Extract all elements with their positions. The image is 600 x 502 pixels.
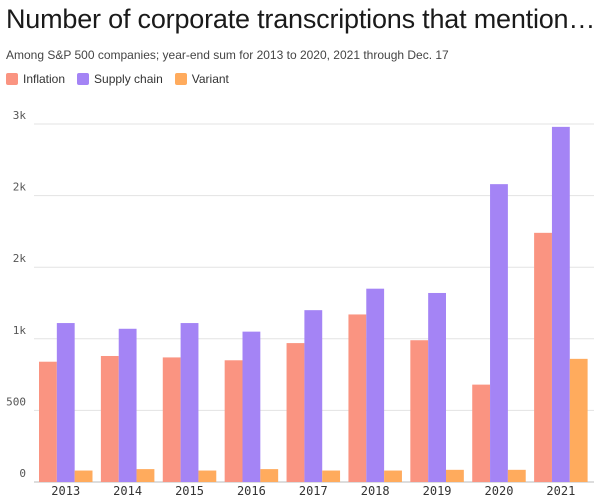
bar-supply-chain-2015 bbox=[180, 323, 199, 482]
bar-variant-2019 bbox=[446, 469, 464, 482]
bar-inflation-2018 bbox=[348, 314, 367, 482]
bar-variant-2013 bbox=[74, 470, 93, 482]
bar-inflation-2014 bbox=[100, 355, 119, 482]
bar-variant-2016 bbox=[260, 469, 279, 482]
bar-variant-2014 bbox=[136, 469, 155, 482]
legend-item-inflation: Inflation bbox=[6, 72, 65, 86]
legend-swatch-variant bbox=[174, 73, 187, 85]
bar-supply-chain-2021 bbox=[551, 126, 570, 482]
bar-supply-chain-2017 bbox=[304, 310, 323, 482]
x-tick-label-2020: 2020 bbox=[485, 484, 514, 498]
bar-inflation-2016 bbox=[224, 360, 243, 482]
bar-supply-chain-2020 bbox=[490, 184, 508, 483]
bar-supply-chain-2019 bbox=[428, 292, 446, 482]
bar-inflation-2013 bbox=[39, 361, 57, 482]
bar-inflation-2021 bbox=[534, 232, 552, 482]
legend-label-variant: Variant bbox=[191, 72, 229, 86]
y-tick-label-1000: 1k bbox=[13, 324, 27, 337]
legend-item-supply-chain: Supply chain bbox=[77, 72, 163, 86]
legend-item-variant: Variant bbox=[174, 72, 229, 86]
legend-swatch-supply-chain bbox=[77, 73, 90, 85]
bar-supply-chain-2018 bbox=[366, 288, 385, 482]
chart-title: Number of corporate transcriptions that … bbox=[6, 4, 596, 34]
bar-supply-chain-2016 bbox=[242, 331, 261, 482]
legend: Inflation Supply chain Variant bbox=[6, 72, 229, 86]
bar-inflation-2020 bbox=[472, 384, 491, 482]
x-tick-label-2014: 2014 bbox=[113, 484, 142, 498]
legend-label-supply-chain: Supply chain bbox=[94, 72, 163, 86]
legend-label-inflation: Inflation bbox=[23, 72, 66, 86]
legend-swatch-inflation bbox=[6, 73, 18, 85]
x-tick-label-2017: 2017 bbox=[299, 484, 328, 498]
y-tick-label-500: 500 bbox=[6, 395, 26, 408]
x-tick-label-2013: 2013 bbox=[51, 484, 80, 498]
y-tick-label-1500: 2k bbox=[13, 252, 27, 265]
bar-supply-chain-2014 bbox=[118, 328, 137, 482]
bar-supply-chain-2013 bbox=[56, 323, 75, 482]
y-tick-label-0: 0 bbox=[19, 467, 26, 480]
x-tick-label-2018: 2018 bbox=[361, 484, 390, 498]
bar-variant-2018 bbox=[384, 470, 402, 482]
x-tick-label-2016: 2016 bbox=[237, 484, 266, 498]
bar-variant-2015 bbox=[198, 470, 217, 482]
x-tick-label-2019: 2019 bbox=[423, 484, 452, 498]
chart-subtitle: Among S&P 500 companies; year-end sum fo… bbox=[6, 48, 449, 62]
bar-inflation-2019 bbox=[410, 340, 429, 482]
bar-inflation-2015 bbox=[162, 357, 181, 482]
x-tick-label-2015: 2015 bbox=[175, 484, 204, 498]
bar-variant-2021 bbox=[569, 358, 588, 482]
bar-inflation-2017 bbox=[286, 343, 305, 482]
y-tick-label-2000: 2k bbox=[13, 181, 27, 194]
y-tick-label-2500: 3k bbox=[13, 109, 27, 122]
bar-variant-2017 bbox=[322, 470, 341, 482]
bar-variant-2020 bbox=[507, 469, 526, 482]
x-tick-label-2021: 2021 bbox=[546, 484, 575, 498]
